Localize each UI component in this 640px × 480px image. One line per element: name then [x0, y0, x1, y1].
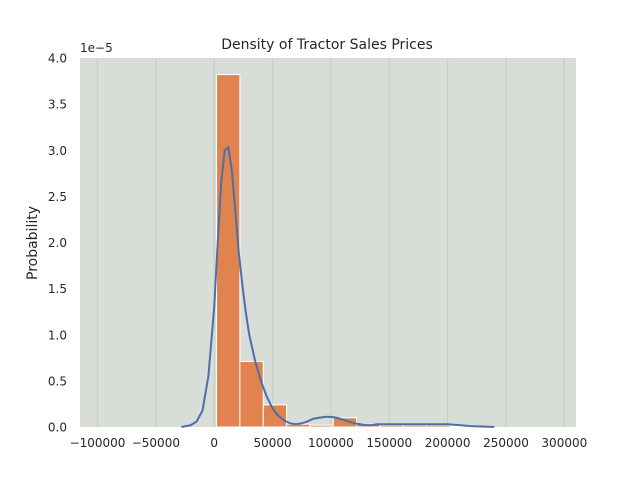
- grid-lines: [96, 58, 565, 427]
- histogram-bar: [379, 424, 404, 428]
- histogram-bar: [239, 361, 264, 428]
- y-axis-ticks: 0.0 0.5 1.0 1.5 2.0 2.5 3.0 3.5 4.0: [48, 52, 67, 435]
- histogram-bar: [426, 424, 451, 428]
- x-tick-label: 250000: [483, 436, 529, 450]
- x-axis-ticks: −100000 −50000 0 50000 100000 150000 200000 250…: [70, 436, 588, 450]
- y-tick-label: 1.5: [48, 282, 67, 296]
- x-tick-label: 300000: [541, 436, 587, 450]
- x-tick-label: 200000: [425, 436, 471, 450]
- y-tick-label: 0.5: [48, 374, 67, 388]
- y-tick-label: 2.5: [48, 190, 67, 204]
- y-tick-label: 1.0: [48, 328, 67, 342]
- x-tick-label: 150000: [366, 436, 412, 450]
- y-tick-label: 3.5: [48, 98, 67, 112]
- kde-curve: [181, 145, 495, 428]
- x-tick-label: −100000: [70, 436, 126, 450]
- y-tick-label: 4.0: [48, 52, 67, 66]
- y-axis-label: Probability: [25, 206, 41, 280]
- histogram-bar: [402, 424, 428, 428]
- plot-area: [80, 58, 576, 427]
- x-tick-label: 100000: [308, 436, 354, 450]
- histogram-bar: [309, 424, 334, 428]
- y-tick-label: 3.0: [48, 144, 67, 158]
- y-tick-label: 0.0: [48, 421, 67, 435]
- histogram-bar: [332, 417, 358, 428]
- chart-title: Density of Tractor Sales Prices: [221, 37, 433, 53]
- x-tick-label: 0: [210, 436, 218, 450]
- histogram-bar: [262, 404, 288, 428]
- y-tick-label: 2.0: [48, 236, 67, 250]
- x-tick-label: −50000: [132, 436, 180, 450]
- x-tick-label: 50000: [253, 436, 291, 450]
- y-offset-text: 1e−5: [80, 41, 113, 55]
- histogram-bar: [216, 74, 241, 428]
